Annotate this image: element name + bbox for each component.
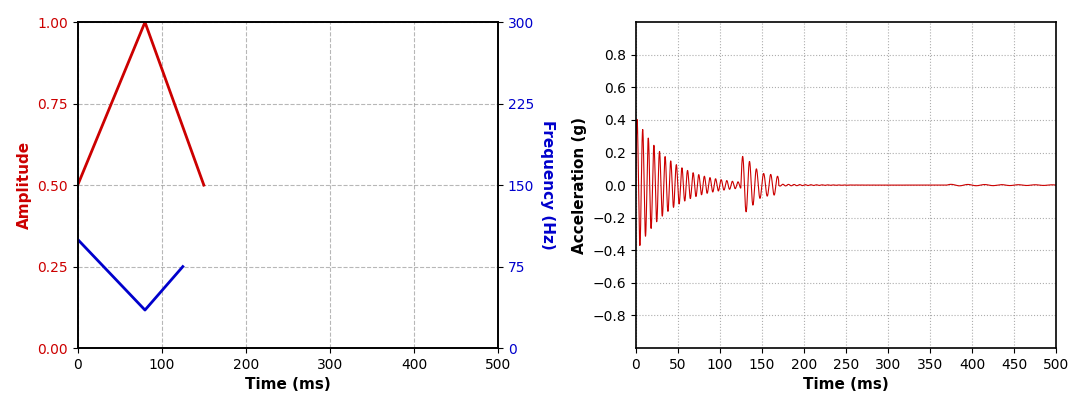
- Y-axis label: Amplitude: Amplitude: [16, 141, 31, 229]
- X-axis label: Time (ms): Time (ms): [245, 378, 331, 392]
- Y-axis label: Acceleration (g): Acceleration (g): [572, 117, 586, 254]
- X-axis label: Time (ms): Time (ms): [803, 378, 888, 392]
- Y-axis label: Frequency (Hz): Frequency (Hz): [540, 120, 555, 250]
